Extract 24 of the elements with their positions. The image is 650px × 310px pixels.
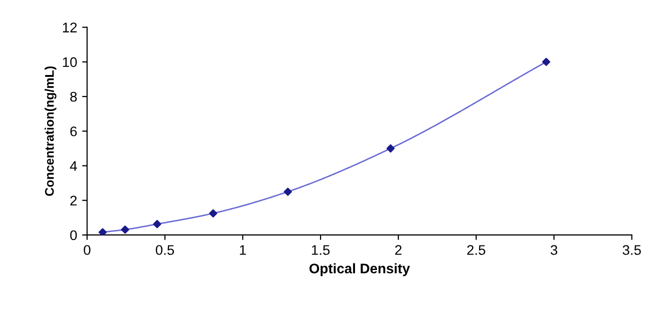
y-tick-label: 6 [70, 126, 77, 136]
point [98, 228, 107, 235]
x-tick-label: 1.5 [312, 245, 330, 255]
point [542, 58, 550, 66]
x-tick-label: 3.5 [622, 245, 641, 255]
y-axis-title: Concentration(ng/mL) [44, 66, 56, 196]
x-axis-title: Optical Density [309, 263, 410, 276]
y-tick-label: 12 [62, 22, 77, 32]
x-tick-label: 0.5 [156, 245, 174, 255]
y-tick-label: 0 [70, 230, 77, 240]
x-tick-label: 1 [240, 245, 246, 255]
y-tick-label: 8 [70, 92, 77, 102]
x-tick-label: 2 [395, 245, 402, 255]
point [153, 220, 162, 228]
x-tick-label: 0 [84, 245, 90, 255]
y-tick-label: 4 [70, 161, 77, 171]
point [209, 209, 218, 218]
y-tick-label: 2 [70, 196, 77, 206]
point [386, 144, 395, 153]
point [284, 188, 292, 196]
x-tick-label: 2.5 [467, 245, 486, 255]
x-tick-label: 3 [550, 245, 558, 255]
point [120, 226, 130, 234]
y-tick-label: 10 [62, 57, 77, 68]
